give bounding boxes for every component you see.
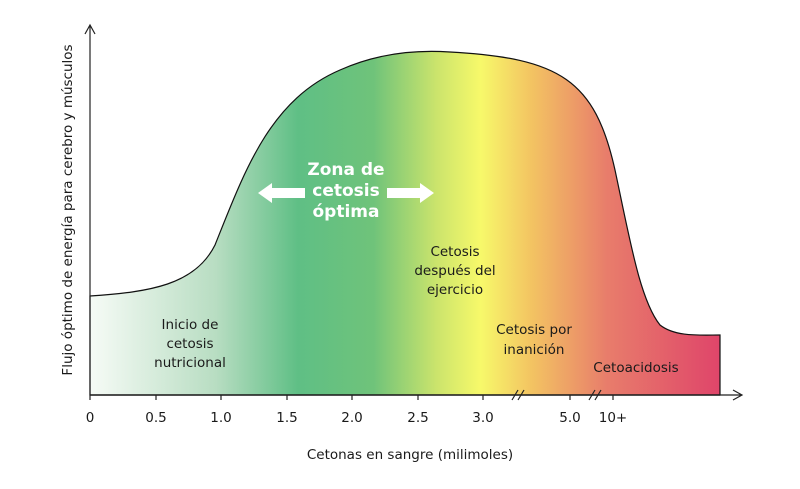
x-tick-label: 2.0 [341, 410, 362, 426]
x-tick-label: 1.5 [276, 410, 297, 426]
x-tick-label: 1.0 [210, 410, 231, 426]
zone-label: Zona de [307, 160, 384, 180]
axis-break [511, 389, 602, 401]
x-tick-label: 3.0 [472, 410, 493, 426]
x-axis-label: Cetonas en sangre (milimoles) [307, 447, 513, 463]
zone-label: Inicio de [162, 317, 219, 333]
x-tick-label: 2.5 [407, 410, 428, 426]
zone-label: inanición [504, 342, 565, 358]
zone-label: Cetosis [430, 244, 479, 260]
zone-label: cetosis [312, 181, 379, 201]
zone-label: Cetosis por [496, 322, 572, 338]
arrows [258, 183, 434, 203]
zone-label: después del [414, 263, 495, 279]
x-tick-label: 10+ [599, 410, 628, 426]
zone-label: óptima [313, 202, 380, 222]
zone-label: ejercicio [427, 282, 483, 298]
zone-area [89, 50, 721, 396]
x-axis [90, 389, 744, 401]
zone-label: cetosis [166, 336, 213, 352]
y-axis-label: Flujo óptimo de energía para cerebro y m… [60, 44, 76, 375]
x-tick-label: 0 [86, 410, 95, 426]
x-tick-label: 0.5 [145, 410, 166, 426]
zone-label: nutricional [154, 355, 226, 371]
y-axis [84, 23, 96, 395]
x-tick-label: 5.0 [559, 410, 580, 426]
zone-label: Cetoacidosis [593, 360, 678, 376]
